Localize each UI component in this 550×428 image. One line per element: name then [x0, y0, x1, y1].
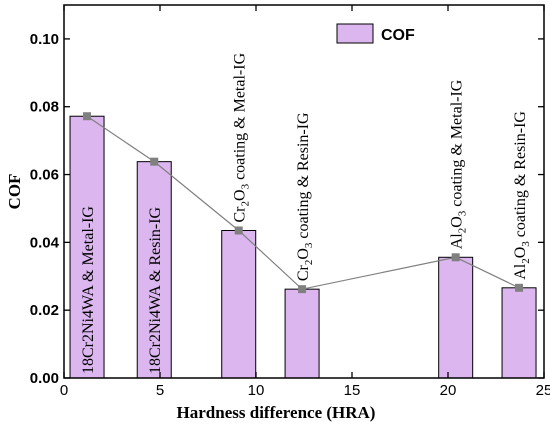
- x-tick-label: 10: [248, 382, 265, 399]
- y-tick-label: 0.06: [30, 167, 59, 184]
- plot-frame: [63, 4, 545, 379]
- bar-label: 18Cr2Ni4WA & Metal-IG: [80, 206, 97, 374]
- bar-label: Al2O3 coating & Metal-IG: [449, 79, 469, 249]
- y-tick-label: 0.02: [30, 302, 59, 319]
- cof-bar: [69, 115, 105, 379]
- y-tick-label: 0.00: [30, 370, 59, 387]
- cof-bar: [221, 229, 257, 379]
- bar-label: Cr2O3 coating & Metal-IG: [232, 52, 252, 222]
- y-tick-label: 0.08: [30, 99, 59, 116]
- legend: COF: [336, 23, 415, 44]
- x-tick-label: 20: [440, 382, 457, 399]
- legend-label: COF: [381, 27, 415, 44]
- bar-label: Cr2O3 coating & Resin-IG: [295, 112, 315, 281]
- bar-label: Al2O3 coating & Resin-IG: [512, 111, 532, 280]
- x-tick-label: 15: [344, 382, 361, 399]
- bar-label: 18Cr2Ni4WA & Resin-IG: [147, 206, 164, 374]
- cof-bar: [501, 287, 537, 379]
- x-tick-label: 5: [156, 382, 164, 399]
- cof-marker: [298, 285, 307, 294]
- cof-bar: [284, 288, 320, 379]
- cof-marker: [234, 226, 243, 235]
- x-tick-label: 25: [536, 382, 550, 399]
- cof-marker: [515, 283, 524, 292]
- y-tick-label: 0.10: [30, 31, 59, 48]
- bar-labels-layer: 18Cr2Ni4WA & Metal-IG 18Cr2Ni4WA & Resin-…: [80, 52, 532, 374]
- legend-swatch: [336, 23, 374, 44]
- line-layer: [83, 112, 524, 294]
- cof-marker: [83, 112, 92, 121]
- y-tick-label: 0.04: [30, 234, 60, 251]
- cof-bar: [438, 256, 474, 379]
- cof-marker: [150, 157, 159, 166]
- cof-trend-line: [86, 115, 520, 290]
- cof-marker: [451, 253, 460, 262]
- x-axis-label: Hardness difference (HRA): [177, 403, 376, 422]
- x-tick-label: 0: [60, 382, 68, 399]
- cof-bar: [136, 161, 172, 379]
- ticks-layer: 0.00 0.02 0.04 0.06 0.08 0.10 0 5 10 15 20 25: [30, 5, 550, 399]
- y-axis-label: COF: [5, 174, 24, 210]
